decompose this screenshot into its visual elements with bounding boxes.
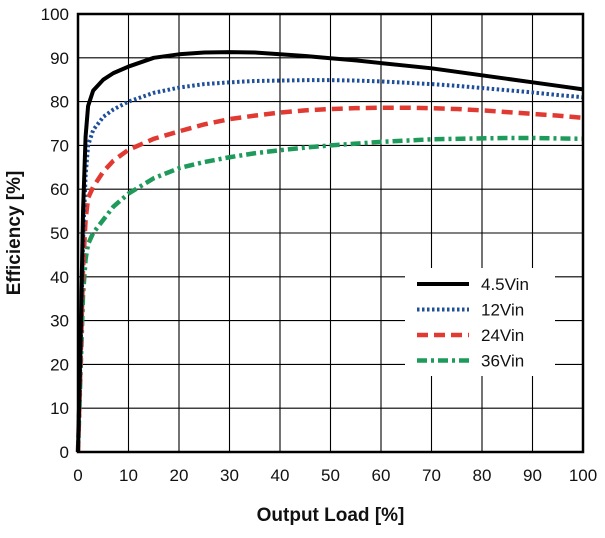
series-line-4.5vin: [76, 50, 584, 453]
x-tick-label: 10: [119, 466, 138, 485]
x-tick-labels: 0 10 20 30 40 50 60 70 80 90 100: [73, 466, 597, 485]
x-tick-label: 70: [422, 466, 441, 485]
legend-label: 12Vin: [481, 301, 524, 320]
y-tick-label: 0: [60, 443, 69, 462]
legend-label: 24Vin: [481, 326, 524, 345]
y-tick-label: 80: [50, 93, 69, 112]
legend-items: 4.5Vin 12Vin 24Vin 36Vin: [417, 275, 529, 371]
series-lines: [75, 50, 584, 453]
legend-label: 4.5Vin: [481, 275, 529, 294]
y-tick-label: 90: [50, 49, 69, 68]
x-tick-label: 100: [569, 466, 597, 485]
x-tick-label: 0: [73, 466, 82, 485]
series-line-24vin: [75, 105, 584, 453]
x-tick-label: 90: [523, 466, 542, 485]
x-tick-label: 40: [271, 466, 290, 485]
legend: 4.5Vin 12Vin 24Vin 36Vin: [405, 268, 555, 376]
y-tick-label: 100: [41, 5, 69, 24]
y-tick-label: 10: [50, 399, 69, 418]
x-tick-label: 60: [372, 466, 391, 485]
x-tick-label: 30: [220, 466, 239, 485]
x-tick-label: 80: [473, 466, 492, 485]
series-line-12vin: [76, 78, 584, 453]
y-tick-label: 50: [50, 224, 69, 243]
legend-label: 36Vin: [481, 352, 524, 371]
y-tick-label: 30: [50, 312, 69, 331]
y-tick-label: 20: [50, 355, 69, 374]
x-tick-label: 50: [321, 466, 340, 485]
plot-frame: [76, 12, 585, 454]
x-axis-title: Output Load [%]: [257, 505, 405, 526]
y-tick-label: 70: [50, 136, 69, 155]
y-axis-title: Efficiency [%]: [4, 171, 25, 296]
y-tick-label: 60: [50, 180, 69, 199]
x-tick-label: 20: [170, 466, 189, 485]
y-tick-labels: 0 10 20 30 40 50 60 70 80 90 100: [41, 5, 69, 462]
y-tick-label: 40: [50, 268, 69, 287]
series-line-36vin: [75, 135, 584, 453]
